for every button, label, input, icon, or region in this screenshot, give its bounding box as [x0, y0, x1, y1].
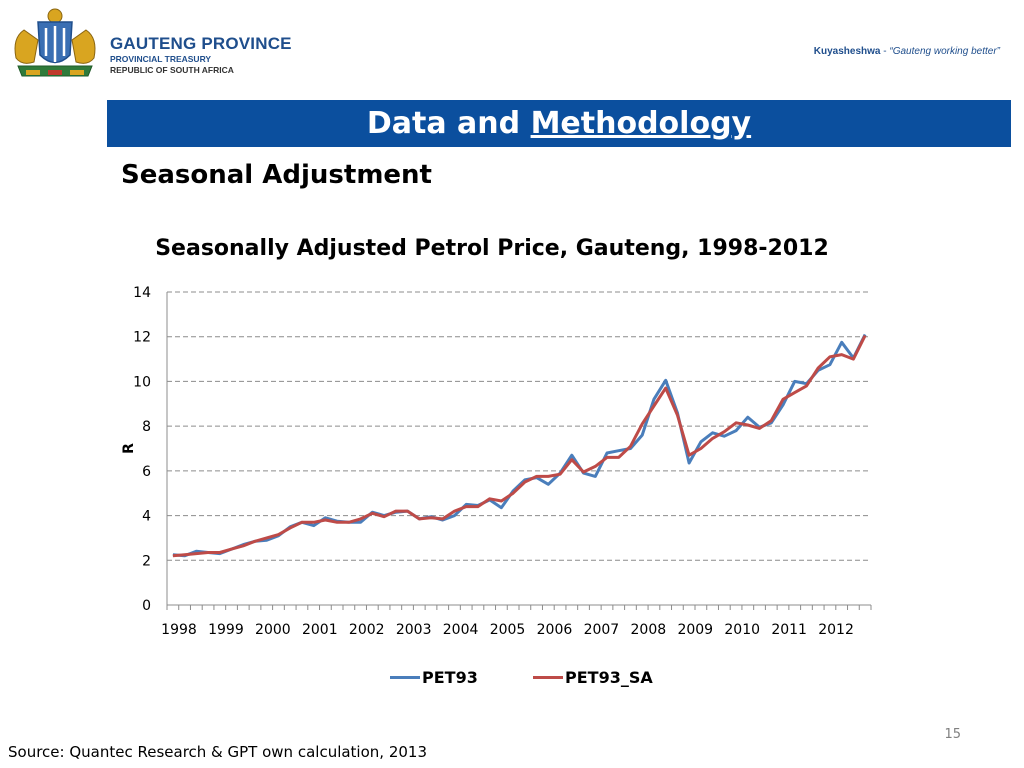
legend-item-pet93: PET93: [390, 668, 478, 687]
x-tick-label: 1998: [161, 622, 197, 638]
legend-label-pet93-sa: PET93_SA: [565, 668, 653, 687]
x-tick-label: 2011: [771, 622, 807, 638]
y-tick-label: 14: [133, 285, 151, 301]
series-line-pet93: [172, 333, 867, 558]
x-tick-label: 2003: [396, 622, 432, 638]
title-banner: Data and Methodology: [107, 100, 1011, 147]
legend-item-pet93-sa: PET93_SA: [533, 668, 653, 687]
source-note: Source: Quantec Research & GPT own calcu…: [8, 743, 427, 761]
x-tick-label: 2012: [818, 622, 854, 638]
x-tick-label: 2008: [631, 622, 667, 638]
coat-of-arms-logo: [0, 0, 110, 82]
series-line-pet93-sa: [172, 334, 867, 558]
y-tick-label: 0: [142, 598, 151, 614]
x-tick-label: 2005: [490, 622, 526, 638]
x-tick-label: 2009: [677, 622, 713, 638]
y-tick-label: 2: [142, 553, 151, 569]
org-name: GAUTENG PROVINCE: [110, 34, 292, 53]
x-tick-label: 2002: [349, 622, 385, 638]
x-tick-label: 2010: [724, 622, 760, 638]
legend-label-pet93: PET93: [422, 668, 478, 687]
x-tick-label: 1999: [208, 622, 244, 638]
y-axis-label: R: [121, 443, 137, 454]
tagline-brand: Kuyasheshwa: [813, 46, 881, 57]
y-tick-label: 12: [133, 330, 151, 346]
tagline-separator: -: [880, 46, 890, 57]
org-country: REPUBLIC OF SOUTH AFRICA: [110, 65, 234, 75]
tagline-quote: “Gauteng working better”: [889, 46, 1000, 57]
y-tick-label: 10: [133, 374, 151, 390]
x-tick-label: 2004: [443, 622, 479, 638]
banner-title-part2: Methodology: [530, 106, 752, 141]
y-tick-label: 4: [142, 509, 151, 525]
x-tick-label: 2000: [255, 622, 291, 638]
banner-title-part1: Data and: [366, 106, 531, 141]
x-tick-label: 2006: [537, 622, 573, 638]
legend-line-pet93: [390, 676, 420, 679]
x-tick-label: 2007: [584, 622, 620, 638]
tagline: Kuyasheshwa - “Gauteng working better”: [814, 46, 1000, 57]
chart-legend: PET93 PET93_SA: [0, 668, 1024, 692]
legend-line-pet93-sa: [533, 676, 563, 679]
x-tick-label: 2001: [302, 622, 338, 638]
y-tick-label: 8: [142, 419, 151, 435]
slide-subtitle: Seasonal Adjustment: [121, 160, 432, 190]
page-number: 15: [944, 727, 961, 742]
y-tick-label: 6: [142, 464, 151, 480]
chart-title: Seasonally Adjusted Petrol Price, Gauten…: [155, 236, 829, 261]
line-chart: 0 2 4 6 8 10 12 14 1998 1999 2000 2001 2002 2003 2004 2…: [121, 285, 872, 638]
org-block: GAUTENG PROVINCE PROVINCIAL TREASURY REP…: [110, 34, 292, 76]
org-department: PROVINCIAL TREASURY: [110, 54, 212, 64]
